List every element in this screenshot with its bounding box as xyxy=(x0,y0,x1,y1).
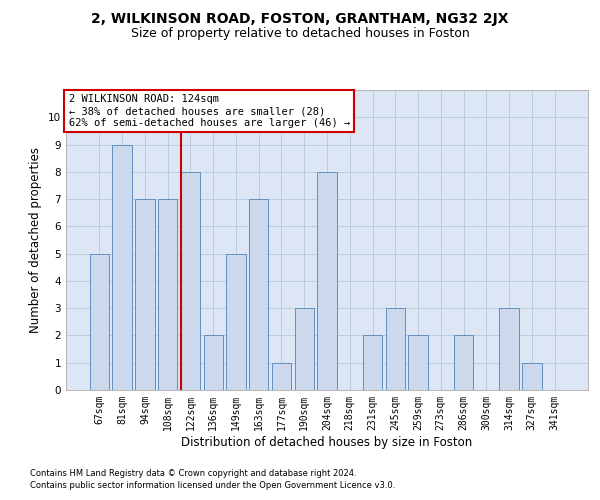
Bar xyxy=(295,308,314,390)
Bar xyxy=(158,199,178,390)
Bar xyxy=(226,254,245,390)
Bar xyxy=(203,336,223,390)
Bar xyxy=(272,362,291,390)
Bar xyxy=(522,362,542,390)
Text: Size of property relative to detached houses in Foston: Size of property relative to detached ho… xyxy=(131,28,469,40)
Bar xyxy=(249,199,268,390)
Bar xyxy=(112,144,132,390)
Bar xyxy=(363,336,382,390)
Bar xyxy=(386,308,405,390)
Text: 2, WILKINSON ROAD, FOSTON, GRANTHAM, NG32 2JX: 2, WILKINSON ROAD, FOSTON, GRANTHAM, NG3… xyxy=(91,12,509,26)
Bar xyxy=(135,199,155,390)
Y-axis label: Number of detached properties: Number of detached properties xyxy=(29,147,43,333)
Bar xyxy=(317,172,337,390)
Bar xyxy=(90,254,109,390)
X-axis label: Distribution of detached houses by size in Foston: Distribution of detached houses by size … xyxy=(181,436,473,448)
Bar xyxy=(181,172,200,390)
Text: Contains HM Land Registry data © Crown copyright and database right 2024.: Contains HM Land Registry data © Crown c… xyxy=(30,468,356,477)
Text: 2 WILKINSON ROAD: 124sqm
← 38% of detached houses are smaller (28)
62% of semi-d: 2 WILKINSON ROAD: 124sqm ← 38% of detach… xyxy=(68,94,350,128)
Bar xyxy=(454,336,473,390)
Text: Contains public sector information licensed under the Open Government Licence v3: Contains public sector information licen… xyxy=(30,481,395,490)
Bar xyxy=(409,336,428,390)
Bar xyxy=(499,308,519,390)
